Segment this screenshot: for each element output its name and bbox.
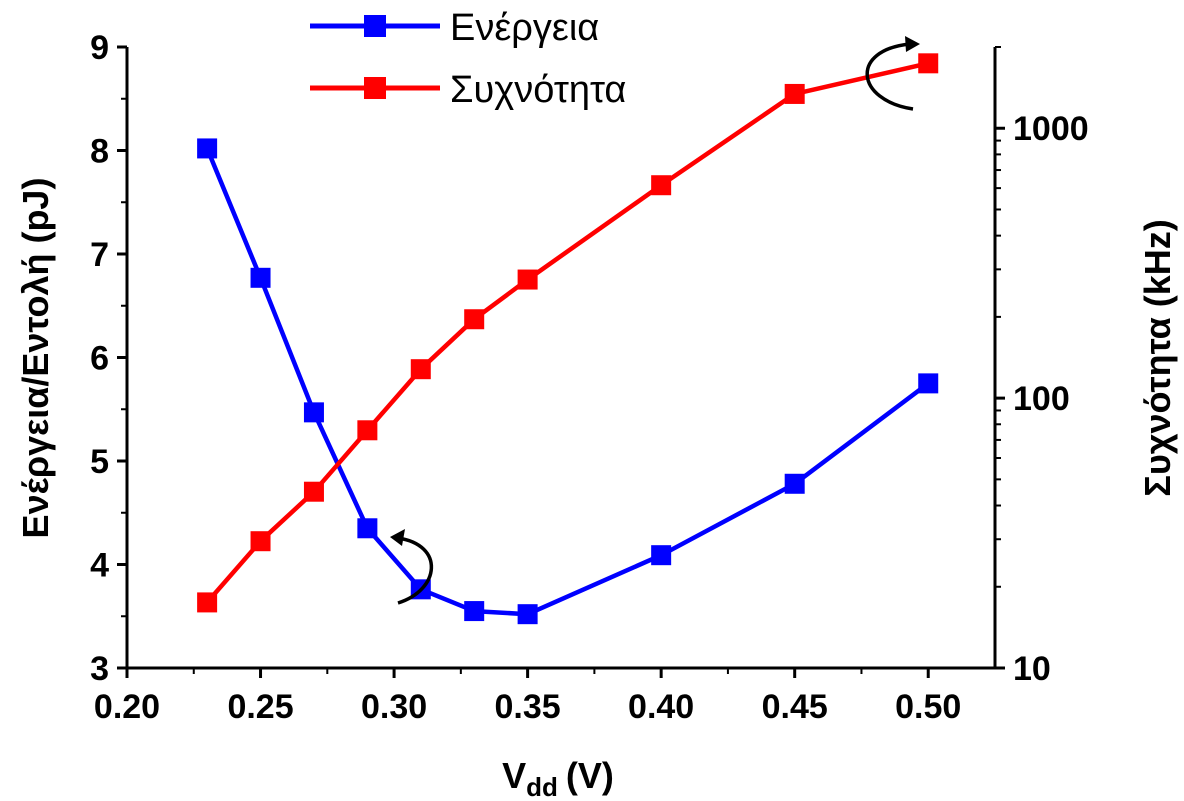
- left-y-tick-label: 5: [90, 443, 109, 481]
- legend-marker-frequency: [364, 77, 386, 99]
- x-tick-label: 0.25: [227, 688, 293, 726]
- data-point-energy: [357, 518, 378, 539]
- data-point-frequency: [303, 481, 324, 502]
- series-line-energy: [205, 147, 930, 617]
- series-layer: [197, 53, 939, 625]
- legend-marker-energy: [364, 15, 386, 37]
- data-point-energy: [197, 138, 218, 159]
- left-y-axis-title: Ενέργεια/Εντολή (pJ): [15, 178, 56, 539]
- left-y-tick-label: 7: [90, 236, 109, 274]
- data-point-energy: [651, 545, 672, 566]
- x-axis-title-unit: (V): [566, 755, 614, 796]
- legend-label-frequency: Συχνότητα: [450, 69, 626, 111]
- x-tick-label: 0.50: [895, 688, 961, 726]
- data-point-frequency: [410, 359, 431, 380]
- x-tick-label: 0.35: [495, 688, 561, 726]
- legend: Ενέργεια Συχνότητα: [310, 7, 626, 111]
- data-point-energy: [464, 601, 485, 622]
- left-y-tick-label: 8: [90, 133, 109, 171]
- x-axis-title-subscript: dd: [526, 772, 558, 801]
- arrow-to-left-axis-head: [390, 529, 405, 546]
- legend-entry-energy: Ενέργεια: [310, 7, 599, 49]
- axes: 0.20 0.25 0.30 0.35 0.40 0.45 0.50 3 4 5 6 7 8 9 10 100…: [90, 29, 1089, 726]
- series-line-frequency: [205, 61, 929, 604]
- data-point-energy: [250, 267, 271, 288]
- data-point-frequency: [357, 420, 378, 441]
- left-y-tick-label: 6: [90, 340, 109, 378]
- x-tick-label: 0.20: [94, 688, 160, 726]
- data-point-energy: [918, 373, 939, 394]
- right-y-axis-title: Συχνότητα (kHz): [1137, 219, 1178, 497]
- data-point-frequency: [784, 83, 805, 104]
- left-y-tick-label: 4: [90, 547, 109, 585]
- annotations: [390, 36, 920, 605]
- x-tick-label: 0.40: [628, 688, 694, 726]
- data-point-frequency: [250, 531, 271, 552]
- left-y-tick-label: 3: [90, 650, 109, 688]
- x-tick-label: 0.45: [762, 688, 828, 726]
- data-point-energy: [517, 604, 538, 625]
- data-point-frequency: [651, 175, 672, 196]
- arrow-to-right-axis-head: [905, 36, 920, 52]
- arrow-to-left-axis: [397, 536, 434, 605]
- data-point-frequency: [517, 269, 538, 290]
- data-point-energy: [303, 402, 324, 423]
- x-axis-title: Vdd (V): [502, 755, 614, 801]
- arrow-to-right-axis: [865, 42, 914, 111]
- legend-label-energy: Ενέργεια: [450, 7, 599, 49]
- data-point-energy: [784, 473, 805, 494]
- right-y-tick-label: 10: [1013, 650, 1051, 688]
- right-y-tick-label: 1000: [1013, 110, 1089, 148]
- left-y-tick-label: 9: [90, 29, 109, 67]
- x-axis-title-main: V: [502, 755, 526, 796]
- legend-entry-frequency: Συχνότητα: [310, 69, 626, 111]
- x-tick-label: 0.30: [361, 688, 427, 726]
- right-y-tick-label: 100: [1013, 380, 1070, 418]
- data-point-frequency: [464, 309, 485, 330]
- data-point-frequency: [918, 53, 939, 74]
- data-point-frequency: [197, 592, 218, 613]
